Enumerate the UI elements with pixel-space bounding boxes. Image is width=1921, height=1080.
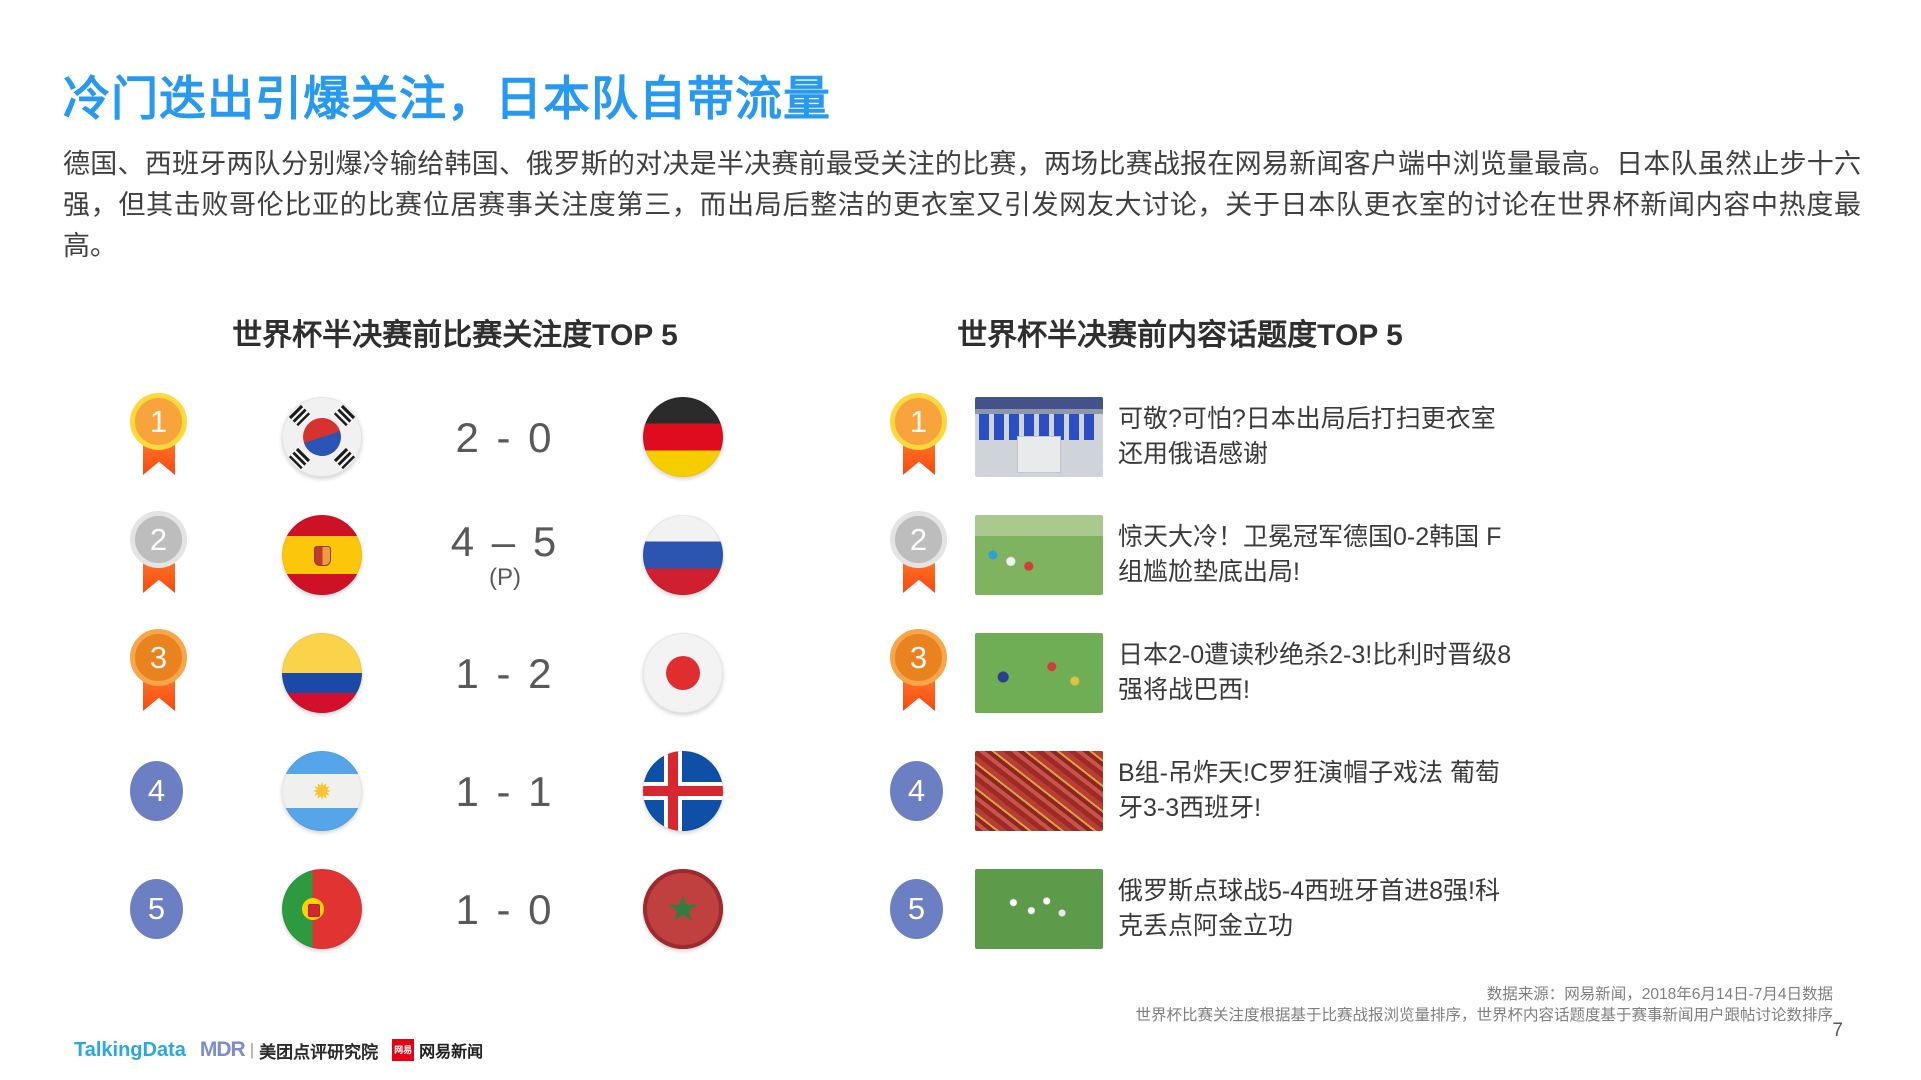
match-row-3: 3 1 - 2 [120,614,765,732]
bronze-medal-icon: 3 [890,629,948,717]
match-score: 1 - 2 [455,650,555,697]
match-score: 1 - 0 [455,886,555,933]
flag-morocco [643,869,723,949]
rank-number: 3 [130,629,187,686]
meituan-dianping-research-logo: MDR | 美团点评研究院 [200,1038,378,1063]
gold-medal-icon: 1 [890,393,948,481]
flag-spain [282,515,362,595]
source-line-1: 数据来源：网易新闻，2018年6月14日-7月4日数据 [1486,986,1833,1003]
match-row-5: 5 1 - 0 [120,850,765,968]
nordic-cross [643,786,723,796]
locker-table [1017,435,1062,473]
flag-colombia [282,633,362,713]
trigram [333,447,356,470]
data-source-note: 数据来源：网易新闻，2018年6月14日-7月4日数据 世界杯比赛关注度根据基于… [1135,984,1833,1026]
topic-row-4: 4 B组-吊炸天!C罗狂演帽子戏法 葡萄牙3-3西班牙! [880,732,1880,850]
match-score: 4 – 5 (P) [450,518,560,591]
thumbnail-japan-locker-room [975,397,1103,477]
rank-number: 2 [890,511,947,568]
spain-coat-of-arms [314,546,331,566]
silver-medal-icon: 2 [130,511,188,599]
match-row-1: 1 2 - 0 [120,378,765,496]
rank-number: 5 [130,879,183,939]
thumbnail-russia-spain-match [975,869,1103,949]
topic-row-2: 2 惊天大冷！卫冕冠军德国0-2韩国 F组尴尬垫底出局! [880,496,1880,614]
netease-logo-text: 网易新闻 [419,1044,484,1061]
trigram [288,404,311,427]
rank-badge-1: 1 [890,393,948,481]
article-headline: 惊天大冷！卫冕冠军德国0-2韩国 F组尴尬垫底出局! [1118,523,1502,586]
logo-divider: | [249,1040,255,1059]
rank-badge-2: 2 [130,511,188,599]
rank-badge-3: 3 [130,629,188,717]
trigram [333,404,356,427]
match-row-4: 4 1 - 1 [120,732,765,850]
bronze-medal-icon: 3 [130,629,188,717]
article-headline: 可敬?可怕?日本出局后打扫更衣室 还用俄语感谢 [1118,405,1496,468]
flag-russia [643,515,723,595]
rank-badge-5: 5 [130,879,183,939]
thumbnail-japan-belgium-match [975,633,1103,713]
match-row-2: 2 4 – 5 (P) [120,496,765,614]
topic-row-3: 3 日本2-0遭读秒绝杀2-3!比利时晋级8强将战巴西! [880,614,1880,732]
rank-number: 1 [130,393,187,450]
rank-number: 4 [130,761,183,821]
rank-number: 4 [890,761,943,821]
match-ranking-list: 1 2 - 0 [120,378,765,968]
match-score: 2 - 0 [455,414,555,461]
intro-paragraph: 德国、西班牙两队分别爆冷输给韩国、俄罗斯的对决是半决赛前最受关注的比赛，两场比赛… [63,149,1861,261]
rank-number: 1 [890,393,947,450]
rank-number: 2 [130,511,187,568]
source-line-2: 世界杯比赛关注度根据基于比赛战报浏览量排序，世界杯内容话题度基于赛事新闻用户跟帖… [1135,1007,1833,1024]
rank-badge-2: 2 [890,511,948,599]
trigram [288,447,311,470]
topic-ranking-list: 1 可敬?可怕?日本出局后打扫更衣室 还用俄语感谢 2 [880,378,1880,968]
netease-logo-mark: 网易 [392,1039,415,1061]
rank-badge-4: 4 [890,761,943,821]
article-headline: 日本2-0遭读秒绝杀2-3!比利时晋级8强将战巴西! [1118,641,1512,704]
page-number: 7 [1832,1020,1843,1041]
rank-badge-3: 3 [890,629,948,717]
topic-row-1: 1 可敬?可怕?日本出局后打扫更衣室 还用俄语感谢 [880,378,1880,496]
silver-medal-icon: 2 [890,511,948,599]
rank-badge-5: 5 [890,879,943,939]
thumbnail-portugal-spain-fans [975,751,1103,831]
japan-sun-disc [666,656,700,690]
footer-logos: TalkingData MDR | 美团点评研究院 网易 网易新闻 [74,1036,483,1064]
mdr-logo-mark: MDR [199,1038,246,1061]
right-panel-heading: 世界杯半决赛前内容话题度TOP 5 [957,319,1403,352]
rank-badge-4: 4 [130,761,183,821]
meituan-logo-text: 美团点评研究院 [259,1042,379,1062]
rank-number: 3 [890,629,947,686]
gold-medal-icon: 1 [130,393,188,481]
pentagram-star-icon [668,895,698,921]
flag-portugal [282,869,362,949]
rank-number: 5 [890,879,943,939]
rank-badge-1: 1 [130,393,188,481]
talkingdata-logo: TalkingData [74,1038,186,1061]
match-score: 1 - 1 [455,768,555,815]
portugal-shield [308,904,320,917]
flag-germany [643,397,723,477]
article-headline: B组-吊炸天!C罗狂演帽子戏法 葡萄牙3-3西班牙! [1118,759,1500,822]
flag-iceland [643,751,723,831]
flag-argentina [282,751,362,831]
flag-japan [643,633,723,713]
page-title: 冷门迭出引爆关注，日本队自带流量 [63,72,831,125]
sun-of-may-icon [313,782,331,800]
left-panel-heading: 世界杯半决赛前比赛关注度TOP 5 [232,319,678,352]
article-headline: 俄罗斯点球战5-4西班牙首进8强!科克丢点阿金立功 [1118,877,1500,940]
topic-row-5: 5 俄罗斯点球战5-4西班牙首进8强!科克丢点阿金立功 [880,850,1880,968]
netease-news-logo: 网易 网易新闻 [392,1038,483,1062]
flag-south-korea [282,397,362,477]
locker-seats [978,413,1100,441]
thumbnail-germany-korea-match [975,515,1103,595]
